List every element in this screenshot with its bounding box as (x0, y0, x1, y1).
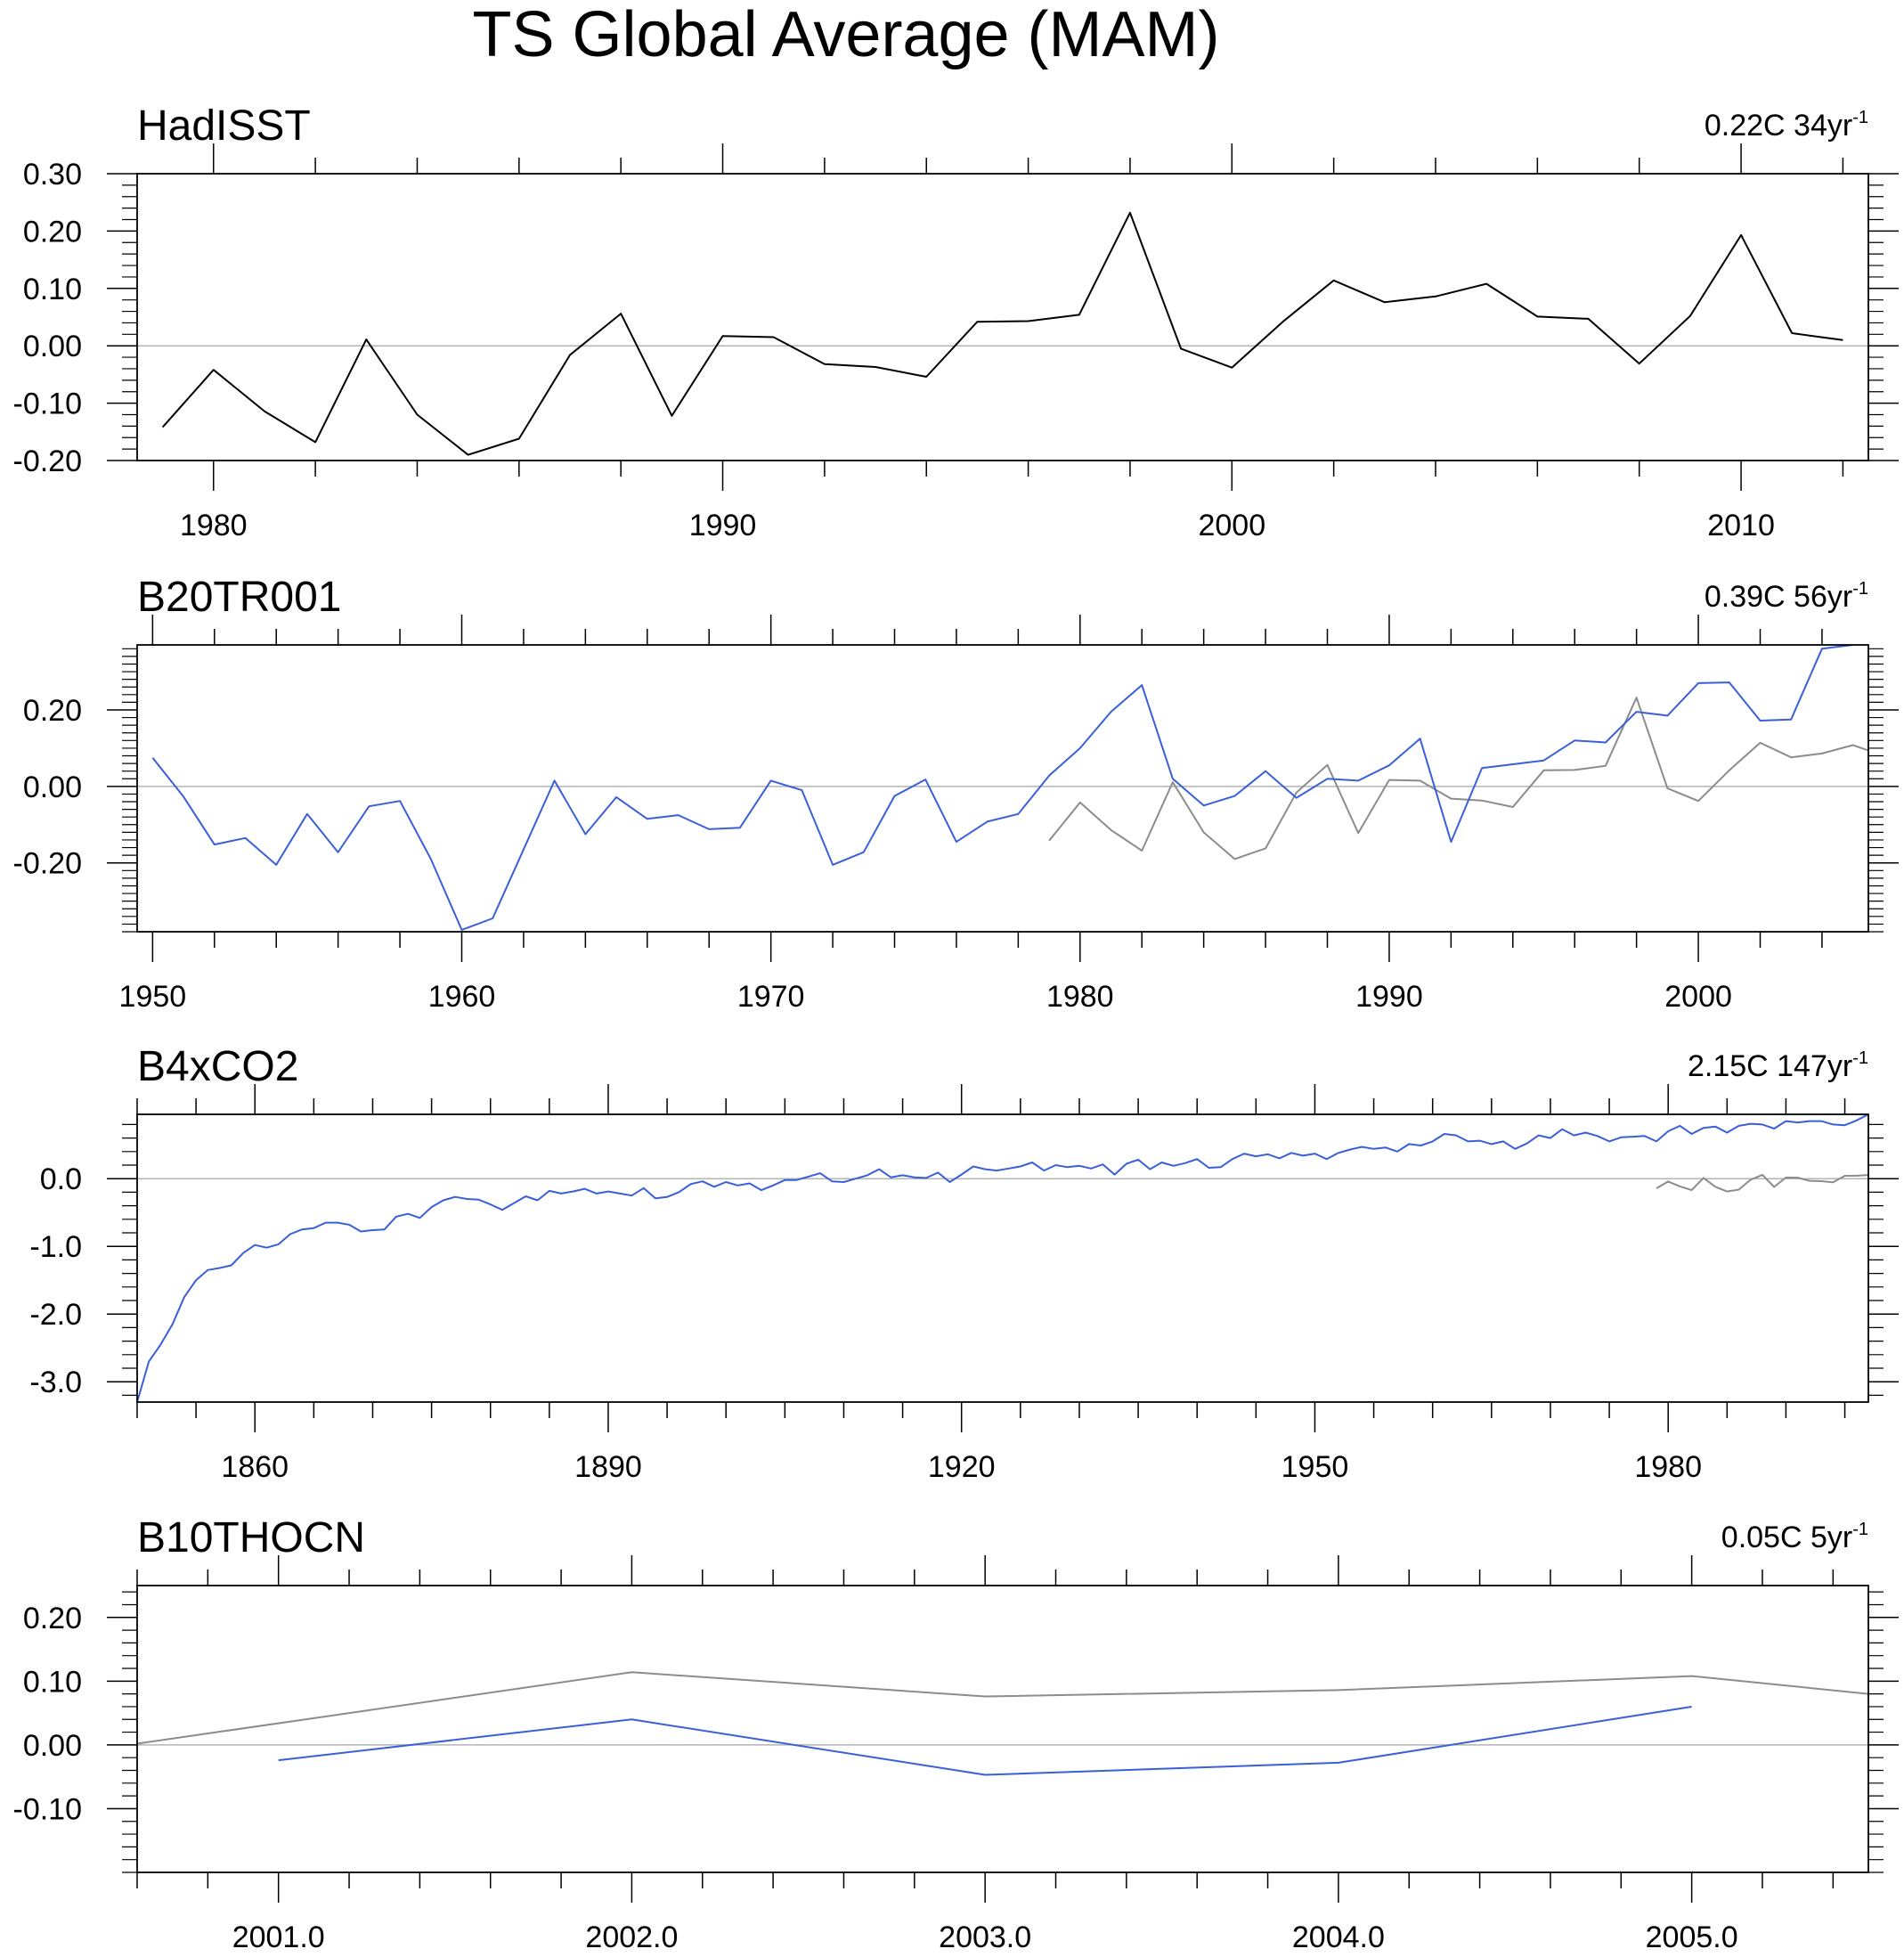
x-tick-label: 2000 (1198, 509, 1265, 542)
trend-exponent: -1 (1852, 1520, 1868, 1539)
figure-title: TS Global Average (MAM) (473, 0, 1220, 70)
y-tick-label: 0.00 (23, 771, 82, 804)
plot-frame (136, 644, 1869, 933)
x-tick-label: 1980 (180, 509, 248, 542)
panel-b20tr001: B20TR001 0.39C 56yr-1 1950 1960 1970 1980 1990… (13, 574, 1899, 1014)
x-tick-label: 1860 (221, 1450, 289, 1484)
trend-annotation: 0.22C 34yr-1 (1705, 108, 1868, 143)
x-tick-label: 2000 (1664, 980, 1732, 1014)
y-tick-label: 0.20 (23, 1602, 82, 1635)
panel-hadisst: HadISST 0.22C 34yr-1 1980 1990 2000 2010 -0.20… (13, 102, 1899, 542)
panel-title: B4xCO2 (137, 1043, 298, 1090)
x-tick-label: 1920 (928, 1450, 996, 1484)
x-tick-label: 2004.0 (1292, 1920, 1385, 1954)
x-tick-label: 1950 (1282, 1450, 1349, 1484)
trend-annotation: 0.05C 5yr-1 (1721, 1520, 1868, 1554)
y-tick-label: -1.0 (29, 1230, 82, 1264)
series-line-hadisst (137, 1671, 1868, 1745)
y-tick-label: -2.0 (29, 1298, 82, 1332)
x-tick-label: 1970 (737, 980, 805, 1014)
series-line-b20tr001 (151, 645, 1853, 931)
x-tick-label: 2005.0 (1646, 1920, 1738, 1954)
series-line-b10thocn (278, 1706, 1692, 1776)
x-tick-label: 2002.0 (585, 1920, 678, 1954)
x-tick-label: 1960 (428, 980, 496, 1014)
trend-value: 0.05C 5yr (1721, 1521, 1852, 1554)
y-tick-label: -0.10 (13, 1792, 83, 1826)
x-tick-label: 1980 (1046, 980, 1114, 1014)
series-line-hadisst (1656, 1173, 1868, 1193)
series-line-hadisst (161, 211, 1843, 456)
y-tick-label: -0.20 (13, 847, 83, 881)
trend-annotation: 0.39C 56yr-1 (1705, 579, 1868, 614)
y-tick-label: -3.0 (29, 1366, 82, 1399)
panel-title: B10THOCN (137, 1514, 365, 1562)
y-tick-label: 0.10 (23, 1665, 82, 1699)
trend-value: 2.15C 147yr (1688, 1049, 1852, 1083)
y-tick-label: 0.00 (23, 330, 82, 363)
plot-frame (136, 173, 1869, 461)
trend-exponent: -1 (1852, 108, 1868, 127)
panel-title: HadISST (137, 102, 311, 150)
x-tick-label: 1990 (1355, 980, 1423, 1014)
plot-frame (136, 1113, 1869, 1403)
series-line-hadisst (1048, 697, 1868, 860)
trend-exponent: -1 (1852, 579, 1868, 599)
trend-value: 0.39C 56yr (1705, 580, 1852, 614)
x-tick-label: 1950 (119, 980, 187, 1014)
x-tick-label: 1980 (1634, 1450, 1702, 1484)
x-tick-label: 2010 (1707, 509, 1775, 542)
y-tick-label: 0.30 (23, 158, 82, 192)
x-tick-label: 1990 (689, 509, 757, 542)
y-tick-label: 0.0 (40, 1162, 82, 1196)
panel-title: B20TR001 (137, 574, 341, 621)
y-tick-label: 0.20 (23, 215, 82, 249)
trend-exponent: -1 (1852, 1048, 1868, 1068)
y-tick-label: 0.00 (23, 1729, 82, 1763)
panel-b4xco2: B4xCO2 2.15C 147yr-1 1860 1890 1920 1950 1980 -… (29, 1043, 1899, 1484)
series-line-b4xco2 (137, 1114, 1868, 1402)
y-tick-label: 0.20 (23, 694, 82, 728)
y-tick-label: -0.10 (13, 387, 83, 421)
y-tick-label: 0.10 (23, 273, 82, 306)
x-tick-label: 2003.0 (939, 1920, 1031, 1954)
y-tick-label: -0.20 (13, 444, 83, 478)
x-tick-label: 1890 (574, 1450, 642, 1484)
trend-annotation: 2.15C 147yr-1 (1688, 1048, 1868, 1083)
panel-b10thocn: B10THOCN 0.05C 5yr-1 2001.0 2002.0 2003.0 200… (13, 1514, 1899, 1954)
plot-frame (136, 1585, 1869, 1873)
trend-value: 0.22C 34yr (1705, 109, 1852, 143)
x-tick-label: 2001.0 (232, 1920, 325, 1954)
